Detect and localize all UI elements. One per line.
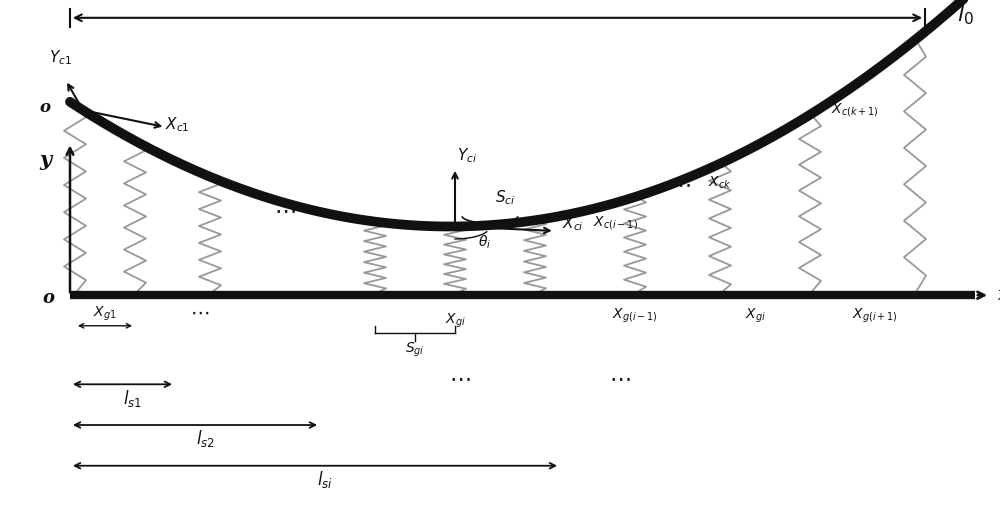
Text: $l_0$: $l_0$: [957, 4, 973, 27]
Text: y: y: [39, 150, 51, 171]
Text: $\theta_i$: $\theta_i$: [478, 234, 492, 251]
Text: $l_{s2}$: $l_{s2}$: [196, 429, 214, 449]
Text: $\cdots$: $\cdots$: [449, 369, 471, 388]
Text: $X_{c1}$: $X_{c1}$: [165, 116, 190, 134]
Text: o: o: [39, 99, 51, 116]
Text: o: o: [42, 289, 54, 307]
Text: $X_{ci}$: $X_{ci}$: [562, 214, 584, 233]
Text: $S_{ci}$: $S_{ci}$: [495, 188, 515, 207]
Text: x: x: [997, 286, 1000, 304]
Text: $X_{c(k+1)}$: $X_{c(k+1)}$: [831, 101, 879, 119]
Text: $\cdots$: $\cdots$: [274, 200, 296, 220]
Text: $X_{ck}$: $X_{ck}$: [708, 175, 732, 191]
Text: $X_{g(i-1)}$: $X_{g(i-1)}$: [612, 306, 658, 325]
Text: $X_{gi}$: $X_{gi}$: [445, 312, 465, 330]
Text: $l_{s1}$: $l_{s1}$: [123, 388, 142, 409]
Text: $Y_{c1}$: $Y_{c1}$: [49, 48, 72, 67]
Text: $X_{g(i+1)}$: $X_{g(i+1)}$: [852, 306, 898, 325]
Text: $\cdots$: $\cdots$: [609, 369, 631, 388]
Text: $\cdots$: $\cdots$: [190, 303, 210, 322]
Text: $X_{c(i-1)}$: $X_{c(i-1)}$: [593, 214, 637, 232]
Text: $X_{gi}$: $X_{gi}$: [745, 306, 765, 325]
Text: $S_{gi}$: $S_{gi}$: [405, 341, 425, 359]
Text: $Y_{ci}$: $Y_{ci}$: [457, 146, 477, 165]
Text: $X_{g1}$: $X_{g1}$: [93, 305, 117, 323]
Text: $\cdots$: $\cdots$: [669, 174, 691, 194]
Text: $l_{si}$: $l_{si}$: [317, 469, 333, 490]
